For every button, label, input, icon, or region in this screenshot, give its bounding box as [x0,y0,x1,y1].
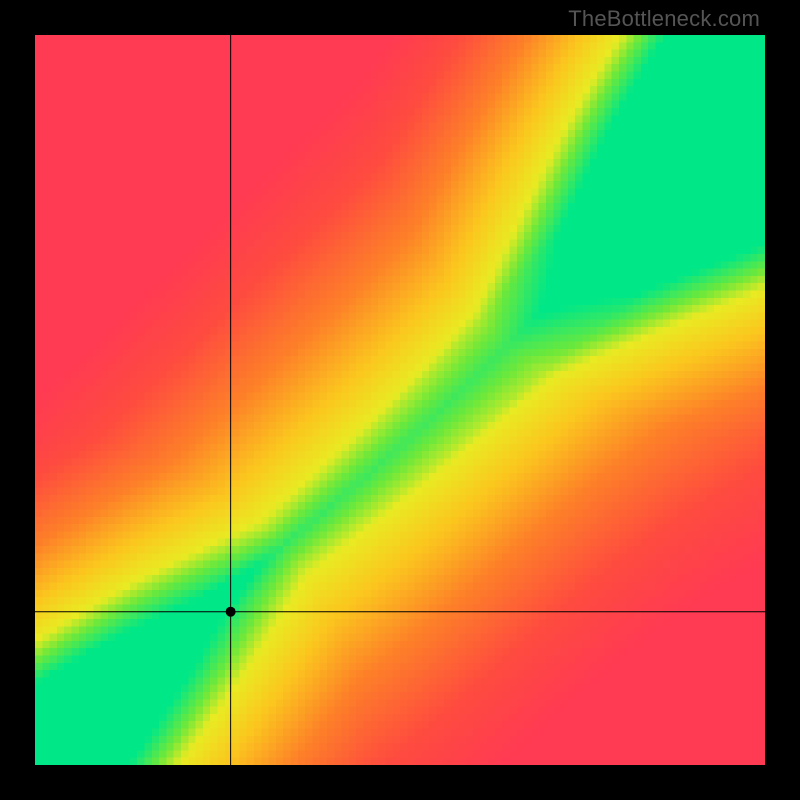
heatmap-canvas [35,35,765,765]
watermark-text: TheBottleneck.com [568,6,760,32]
heatmap-plot [35,35,765,765]
chart-container: { "watermark": { "text": "TheBottleneck.… [0,0,800,800]
